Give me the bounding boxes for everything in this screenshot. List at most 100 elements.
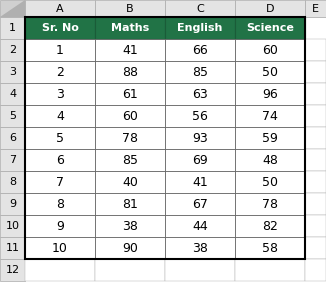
Text: Sr. No: Sr. No xyxy=(41,23,79,33)
Bar xyxy=(235,83,305,105)
Text: 58: 58 xyxy=(262,241,278,254)
Text: 60: 60 xyxy=(122,109,138,122)
Bar xyxy=(0,127,25,149)
Bar xyxy=(0,149,25,171)
Bar xyxy=(165,61,235,83)
Polygon shape xyxy=(0,0,25,17)
Bar xyxy=(25,83,95,105)
Text: Maths: Maths xyxy=(111,23,149,33)
Bar xyxy=(235,17,305,39)
Bar xyxy=(165,193,235,215)
Text: 5: 5 xyxy=(56,131,64,145)
Bar xyxy=(25,149,95,171)
Bar xyxy=(0,259,25,281)
Text: 11: 11 xyxy=(6,243,20,253)
Bar xyxy=(25,0,95,17)
Bar xyxy=(235,259,305,281)
Bar xyxy=(25,215,95,237)
Bar xyxy=(25,127,95,149)
Bar xyxy=(0,0,25,17)
Bar xyxy=(0,171,25,193)
Bar xyxy=(95,193,165,215)
Text: 38: 38 xyxy=(122,220,138,232)
Text: 66: 66 xyxy=(192,44,208,57)
Bar xyxy=(305,215,326,237)
Text: 50: 50 xyxy=(262,66,278,78)
Text: 40: 40 xyxy=(122,176,138,189)
Text: 38: 38 xyxy=(192,241,208,254)
Bar xyxy=(95,237,165,259)
Bar xyxy=(25,17,305,259)
Bar xyxy=(0,17,25,39)
Bar xyxy=(95,83,165,105)
Bar xyxy=(165,83,235,105)
Bar xyxy=(235,105,305,127)
Text: A: A xyxy=(56,4,64,13)
Text: 6: 6 xyxy=(9,133,16,143)
Text: 8: 8 xyxy=(9,177,16,187)
Text: 1: 1 xyxy=(56,44,64,57)
Text: 67: 67 xyxy=(192,198,208,210)
Text: 8: 8 xyxy=(56,198,64,210)
Bar xyxy=(235,0,305,17)
Bar xyxy=(95,0,165,17)
Bar xyxy=(25,259,95,281)
Bar xyxy=(95,259,165,281)
Text: 85: 85 xyxy=(122,153,138,167)
Text: 10: 10 xyxy=(6,221,20,231)
Text: 78: 78 xyxy=(122,131,138,145)
Text: E: E xyxy=(312,4,319,13)
Bar xyxy=(165,237,235,259)
Text: 56: 56 xyxy=(192,109,208,122)
Bar xyxy=(235,215,305,237)
Text: 6: 6 xyxy=(56,153,64,167)
Bar xyxy=(25,39,95,61)
Bar xyxy=(305,83,326,105)
Bar xyxy=(165,39,235,61)
Bar xyxy=(235,127,305,149)
Text: C: C xyxy=(196,4,204,13)
Bar xyxy=(95,105,165,127)
Text: 7: 7 xyxy=(56,176,64,189)
Text: 9: 9 xyxy=(56,220,64,232)
Bar xyxy=(165,259,235,281)
Bar xyxy=(235,61,305,83)
Text: 48: 48 xyxy=(262,153,278,167)
Text: 7: 7 xyxy=(9,155,16,165)
Text: 78: 78 xyxy=(262,198,278,210)
Bar xyxy=(305,39,326,61)
Text: 5: 5 xyxy=(9,111,16,121)
Text: 93: 93 xyxy=(192,131,208,145)
Bar xyxy=(25,61,95,83)
Text: 3: 3 xyxy=(56,88,64,100)
Text: 50: 50 xyxy=(262,176,278,189)
Text: Science: Science xyxy=(246,23,294,33)
Bar xyxy=(305,193,326,215)
Text: 4: 4 xyxy=(56,109,64,122)
Bar xyxy=(165,127,235,149)
Bar xyxy=(165,215,235,237)
Bar xyxy=(25,17,95,39)
Text: 3: 3 xyxy=(9,67,16,77)
Bar xyxy=(25,105,95,127)
Bar xyxy=(235,149,305,171)
Bar xyxy=(25,237,95,259)
Bar xyxy=(305,0,326,17)
Bar xyxy=(305,149,326,171)
Text: 60: 60 xyxy=(262,44,278,57)
Bar xyxy=(235,39,305,61)
Bar xyxy=(95,61,165,83)
Bar xyxy=(305,259,326,281)
Text: 41: 41 xyxy=(122,44,138,57)
Bar xyxy=(165,105,235,127)
Bar xyxy=(165,171,235,193)
Bar xyxy=(305,17,326,39)
Text: 96: 96 xyxy=(262,88,278,100)
Bar xyxy=(0,61,25,83)
Text: 74: 74 xyxy=(262,109,278,122)
Text: 88: 88 xyxy=(122,66,138,78)
Text: 82: 82 xyxy=(262,220,278,232)
Bar xyxy=(25,171,95,193)
Bar xyxy=(0,105,25,127)
Text: 63: 63 xyxy=(192,88,208,100)
